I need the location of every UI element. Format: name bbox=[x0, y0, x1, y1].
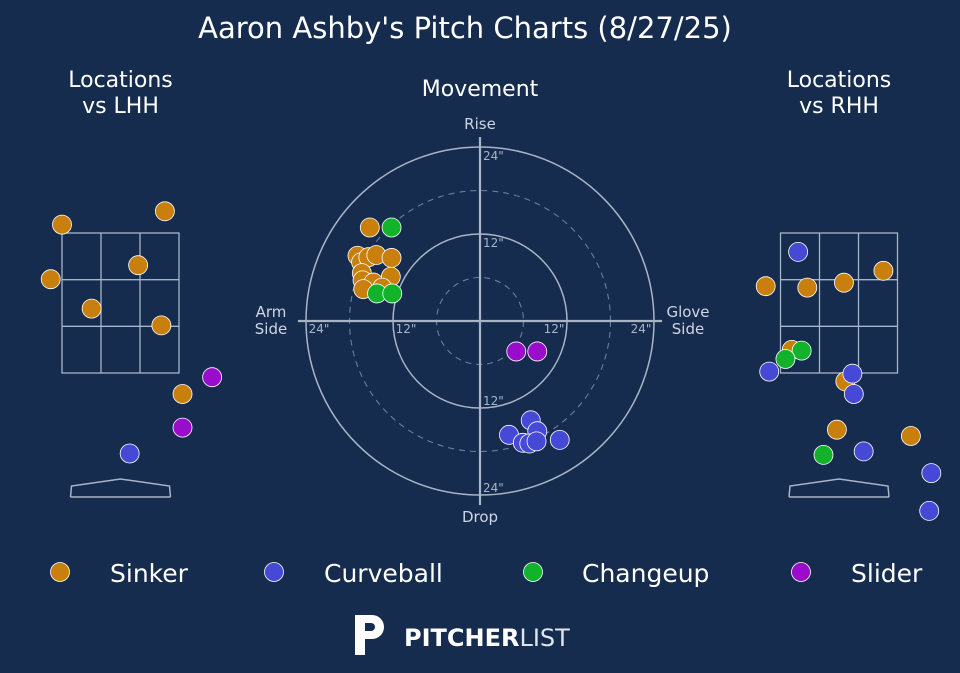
legend-label-changeup: Changeup bbox=[582, 559, 709, 588]
rhh-point-curveball bbox=[921, 463, 942, 484]
lhh-point-sinker bbox=[40, 269, 61, 290]
legend-item-sinker: Sinker bbox=[50, 559, 189, 588]
legend-item-changeup: Changeup bbox=[523, 559, 709, 588]
legend-label-slider: Slider bbox=[851, 559, 923, 588]
movement-title: Movement bbox=[422, 77, 539, 102]
ring-label-12-left: 12" bbox=[396, 322, 417, 336]
lhh-point-slider bbox=[202, 367, 223, 388]
ring-label-12-top: 12" bbox=[483, 236, 504, 250]
movement-panel: Movement 12" 24" 12" 24" 12" 24" 12" 24" Rise Drop… bbox=[255, 77, 710, 526]
movement-point-sinker bbox=[359, 217, 380, 238]
legend-marker-slider bbox=[791, 562, 811, 582]
rhh-point-sinker bbox=[797, 277, 818, 298]
rhh-point-changeup bbox=[791, 340, 812, 361]
axis-label-glove-side-1: Glove bbox=[666, 303, 709, 321]
lhh-point-slider bbox=[172, 417, 193, 438]
pitcherlist-p-icon bbox=[355, 615, 384, 655]
legend-marker-curveball bbox=[264, 562, 284, 582]
movement-point-changeup bbox=[382, 283, 403, 304]
rhh-point-changeup bbox=[813, 444, 834, 465]
rhh-point-sinker bbox=[826, 419, 847, 440]
movement-point-sinker bbox=[381, 248, 402, 268]
figure-title: Aaron Ashby's Pitch Charts (8/27/25) bbox=[198, 11, 732, 45]
rhh-point-sinker bbox=[834, 272, 854, 293]
legend-item-curveball: Curveball bbox=[264, 559, 443, 588]
axis-label-arm-side-1: Arm bbox=[256, 303, 287, 321]
lhh-point-sinker bbox=[155, 201, 175, 222]
movement-point-slider bbox=[506, 341, 527, 362]
rhh-home-plate bbox=[788, 478, 890, 498]
rhh-strike-zone bbox=[779, 232, 899, 374]
brand-bold-text: PITCHER bbox=[404, 624, 519, 652]
axis-label-drop: Drop bbox=[462, 508, 498, 526]
lhh-point-sinker bbox=[128, 255, 149, 276]
movement-point-changeup bbox=[381, 217, 402, 238]
legend-item-slider: Slider bbox=[791, 559, 923, 588]
rhh-point-curveball bbox=[919, 500, 940, 521]
legend-marker-sinker bbox=[50, 562, 70, 582]
ring-label-12-bottom: 12" bbox=[483, 394, 504, 408]
lhh-point-sinker bbox=[81, 298, 102, 319]
rhh-point-curveball bbox=[759, 361, 780, 382]
lhh-point-sinker bbox=[52, 214, 72, 235]
lhh-point-sinker bbox=[151, 315, 172, 336]
ring-label-24-bottom: 24" bbox=[483, 481, 504, 495]
rhh-title-line-1: Locations bbox=[787, 68, 892, 93]
ring-label-24-left: 24" bbox=[309, 322, 330, 336]
lhh-home-plate bbox=[69, 478, 172, 498]
legend: Sinker Curveball Changeup Slider bbox=[50, 559, 923, 588]
ring-label-12-right: 12" bbox=[544, 322, 565, 336]
rhh-point-sinker bbox=[755, 276, 776, 297]
brand-light-text: LIST bbox=[519, 624, 570, 652]
ring-label-24-top: 24" bbox=[483, 149, 504, 163]
rhh-point-curveball bbox=[853, 441, 874, 462]
ring-label-24-right: 24" bbox=[631, 322, 652, 336]
lhh-title-line-2: vs LHH bbox=[82, 94, 159, 119]
rhh-point-curveball bbox=[843, 384, 864, 404]
rhh-title-line-2: vs RHH bbox=[799, 94, 879, 119]
lhh-point-curveball bbox=[119, 443, 140, 464]
lhh-point-sinker bbox=[172, 384, 193, 404]
movement-point-slider bbox=[527, 341, 548, 362]
legend-label-curveball: Curveball bbox=[324, 559, 443, 588]
legend-label-sinker: Sinker bbox=[110, 559, 189, 588]
lhh-title-line-1: Locations bbox=[68, 68, 173, 93]
axis-label-rise: Rise bbox=[464, 115, 496, 133]
axis-label-glove-side-2: Side bbox=[672, 320, 704, 338]
lhh-strike-zone bbox=[61, 232, 180, 374]
movement-point-curveball bbox=[526, 431, 547, 452]
pitcherlist-logo: PITCHERLIST bbox=[355, 615, 570, 655]
movement-point-curveball bbox=[549, 429, 570, 450]
rhh-point-changeup bbox=[775, 349, 796, 369]
rhh-point-sinker bbox=[900, 426, 921, 446]
svg-text:PITCHERLIST: PITCHERLIST bbox=[404, 624, 570, 652]
legend-marker-changeup bbox=[523, 562, 543, 582]
axis-label-arm-side-2: Side bbox=[255, 320, 287, 338]
rhh-point-sinker bbox=[873, 260, 894, 281]
rhh-point-curveball bbox=[842, 363, 863, 384]
rhh-point-curveball bbox=[788, 241, 809, 262]
